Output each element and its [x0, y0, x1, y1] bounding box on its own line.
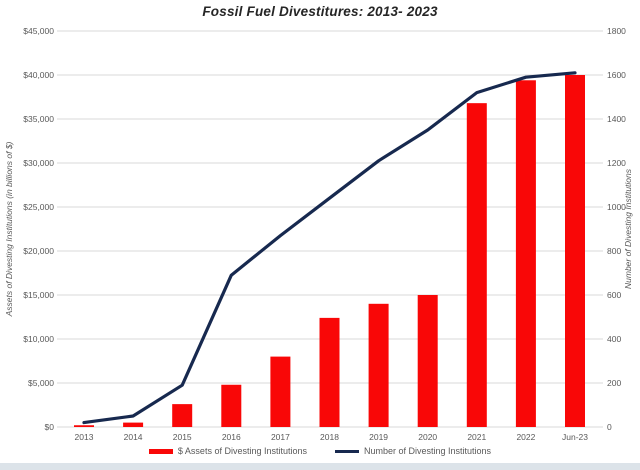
x-axis-tick-label: 2020 [418, 432, 437, 442]
x-axis-tick-label: 2019 [369, 432, 388, 442]
left-axis-tick-label: $10,000 [23, 334, 54, 344]
bar-2013 [74, 425, 94, 427]
x-axis-tick-label: 2013 [75, 432, 94, 442]
left-axis-tick-label: $5,000 [28, 378, 54, 388]
x-axis-tick-label: 2017 [271, 432, 290, 442]
x-axis-tick-label: 2014 [124, 432, 143, 442]
x-axis-tick-label: 2022 [516, 432, 535, 442]
bottom-strip [0, 463, 640, 470]
left-axis-tick-label: $40,000 [23, 70, 54, 80]
right-axis-tick-label: 1000 [607, 202, 626, 212]
bar-2018 [319, 317, 340, 427]
bar-2016 [221, 384, 242, 427]
right-axis-title: Number of Divesting Institutions [623, 168, 633, 289]
left-axis-tick-label: $25,000 [23, 202, 54, 212]
x-axis-tick-label: 2021 [467, 432, 486, 442]
chart-title: Fossil Fuel Divestitures: 2013- 2023 [202, 4, 438, 19]
left-axis-title: Assets of Divesting Institutions (in bil… [4, 141, 14, 317]
left-axis-tick-label: $35,000 [23, 114, 54, 124]
bar-2017 [270, 356, 291, 427]
right-axis-tick-label: 200 [607, 378, 621, 388]
bar-2021 [466, 103, 487, 427]
bar-2014 [123, 422, 144, 427]
bar-2015 [172, 404, 193, 427]
x-axis-tick-label: Jun-23 [562, 432, 588, 442]
right-axis-tick-label: 600 [607, 290, 621, 300]
legend-label-assets: $ Assets of Divesting Institutions [177, 446, 307, 456]
legend-label-number: Number of Divesting Institutions [364, 446, 492, 456]
right-axis-tick-label: 0 [607, 422, 612, 432]
right-axis-tick-label: 1800 [607, 26, 626, 36]
x-axis-tick-label: 2018 [320, 432, 339, 442]
left-axis-tick-labels: $0 $5,000 $10,000 $15,000 $20,000 $25,000 $30,… [23, 26, 54, 432]
legend-item-assets: $ Assets of Divesting Institutions [148, 446, 307, 456]
line-series-swatch [335, 449, 359, 453]
left-axis-tick-label: $30,000 [23, 158, 54, 168]
right-axis-tick-label: 800 [607, 246, 621, 256]
legend-item-number: Number of Divesting Institutions [335, 446, 491, 456]
chart-legend: $ Assets of Divesting Institutions Numbe… [0, 446, 640, 456]
assets-bars [74, 75, 585, 427]
x-axis-tick-labels: 2013 2014 2015 2016 2017 2018 2019 2020 2021 2022… [75, 432, 589, 442]
right-axis-tick-label: 400 [607, 334, 621, 344]
bar-series-swatch [148, 448, 173, 454]
right-axis-tick-label: 1200 [607, 158, 626, 168]
bar-Jun-23 [565, 75, 585, 427]
bar-2019 [368, 303, 389, 427]
left-axis-tick-label: $45,000 [23, 26, 54, 36]
left-axis-tick-label: $15,000 [23, 290, 54, 300]
right-axis-tick-label: 1400 [607, 114, 626, 124]
bar-2020 [417, 295, 438, 427]
right-axis-tick-label: 1600 [607, 70, 626, 80]
x-axis-tick-label: 2015 [173, 432, 192, 442]
bar-2022 [515, 80, 536, 427]
number-of-institutions-line [82, 71, 577, 425]
right-axis-tick-labels: 0 200 400 600 800 1000 1200 1400 1600 1800 [607, 26, 626, 432]
left-axis-tick-label: $20,000 [23, 246, 54, 256]
left-axis-tick-label: $0 [45, 422, 55, 432]
x-axis-tick-label: 2016 [222, 432, 241, 442]
